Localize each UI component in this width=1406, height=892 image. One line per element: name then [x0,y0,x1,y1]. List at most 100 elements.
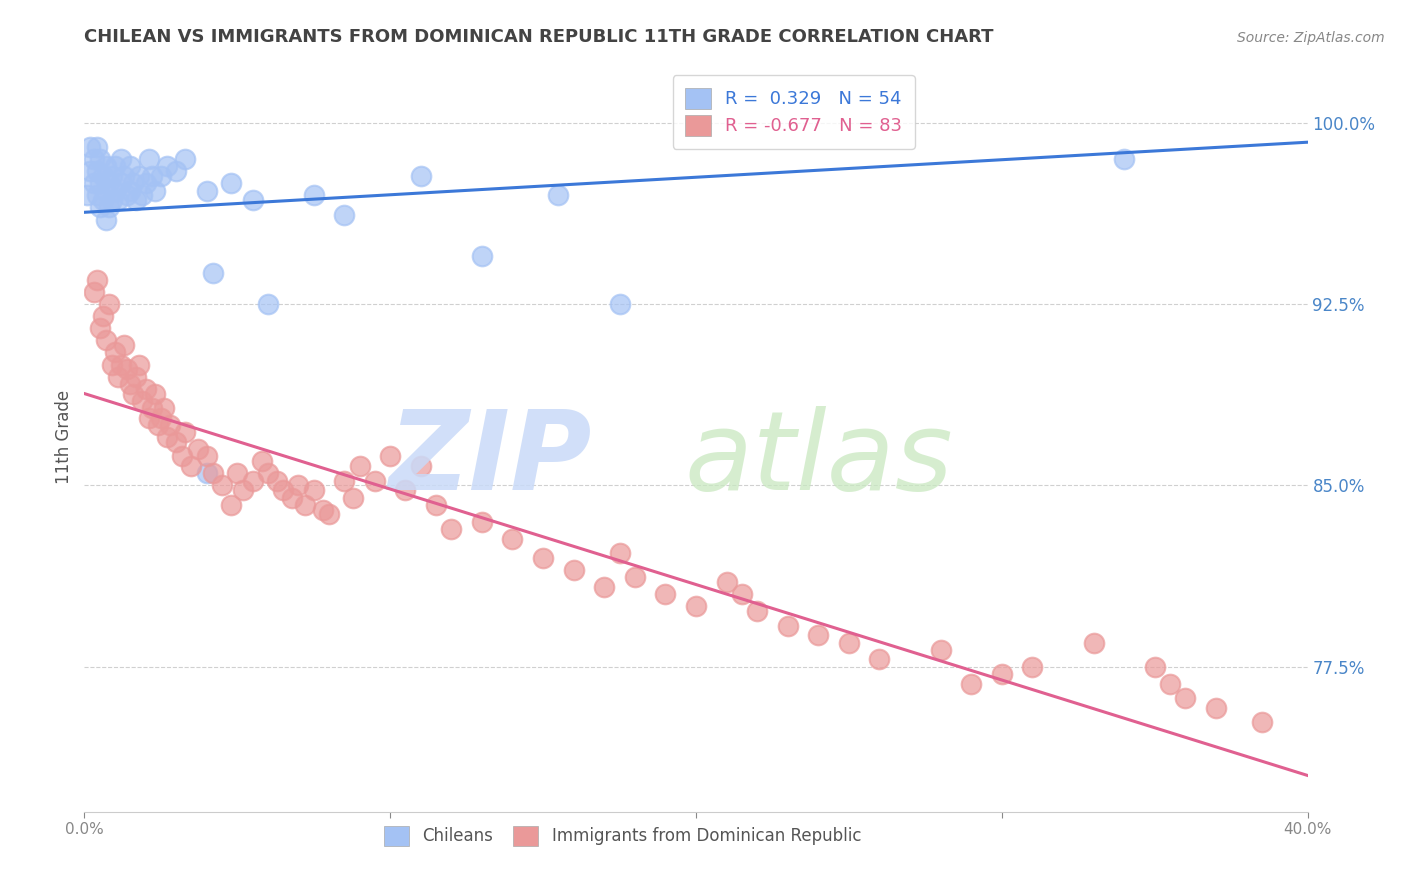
Point [97,201,120,215]
Point [1250,715,1272,730]
Point [1021,659,1043,673]
Point [294,498,316,512]
Point [149,410,172,425]
Point [104,160,127,174]
Point [138,152,160,166]
Point [201,467,224,481]
Point [747,604,769,618]
Point [91,193,114,207]
Point [333,474,356,488]
Point [211,478,233,492]
Point [869,652,891,666]
Point [186,442,208,457]
Point [94,334,117,348]
Point [394,483,416,498]
Point [250,454,273,468]
Point [624,570,647,584]
Point [101,358,124,372]
Point [89,176,111,190]
Point [929,642,952,657]
Point [115,188,138,202]
Point [471,249,494,263]
Y-axis label: 11th Grade: 11th Grade [55,390,73,484]
Point [172,450,194,464]
Point [302,483,325,498]
Point [174,152,197,166]
Point [195,467,218,481]
Point [349,459,371,474]
Point [731,587,754,601]
Point [609,297,631,311]
Point [110,358,132,372]
Point [195,184,218,198]
Point [128,169,150,183]
Point [86,140,108,154]
Legend: Chileans, Immigrants from Dominican Republic: Chileans, Immigrants from Dominican Repu… [374,815,872,855]
Point [991,667,1014,681]
Point [593,580,616,594]
Point [107,193,129,207]
Point [143,184,166,198]
Point [146,417,169,432]
Point [115,362,138,376]
Point [97,297,120,311]
Point [838,635,860,649]
Point [110,176,132,190]
Point [79,140,101,154]
Text: Source: ZipAtlas.com: Source: ZipAtlas.com [1237,31,1385,45]
Point [156,160,179,174]
Point [131,188,153,202]
Point [91,310,114,324]
Point [125,193,148,207]
Point [89,152,111,166]
Point [333,208,356,222]
Point [219,498,242,512]
Point [91,169,114,183]
Point [547,188,569,202]
Text: atlas: atlas [683,406,953,513]
Point [101,169,124,183]
Point [257,297,280,311]
Point [112,169,135,183]
Point [226,467,249,481]
Point [86,164,108,178]
Point [776,618,799,632]
Point [135,382,157,396]
Point [1114,152,1136,166]
Point [149,169,172,183]
Point [110,152,132,166]
Point [242,193,264,207]
Point [654,587,676,601]
Point [807,628,830,642]
Point [1205,700,1227,714]
Point [242,474,264,488]
Point [94,212,117,227]
Point [502,532,524,546]
Point [89,201,111,215]
Point [141,169,163,183]
Point [94,160,117,174]
Point [86,188,108,202]
Point [409,169,432,183]
Point [76,188,98,202]
Point [562,563,585,577]
Text: CHILEAN VS IMMIGRANTS FROM DOMINICAN REPUBLIC 11TH GRADE CORRELATION CHART: CHILEAN VS IMMIGRANTS FROM DOMINICAN REP… [84,28,994,45]
Point [165,164,187,178]
Point [89,321,111,335]
Point [609,546,631,560]
Point [120,376,142,391]
Text: ZIP: ZIP [388,406,592,513]
Point [440,522,463,536]
Point [685,599,707,614]
Point [104,345,127,359]
Point [104,184,127,198]
Point [380,450,402,464]
Point [1159,676,1181,690]
Point [318,508,340,522]
Point [141,401,163,415]
Point [271,483,294,498]
Point [131,393,153,408]
Point [716,575,738,590]
Point [531,550,554,565]
Point [156,430,179,444]
